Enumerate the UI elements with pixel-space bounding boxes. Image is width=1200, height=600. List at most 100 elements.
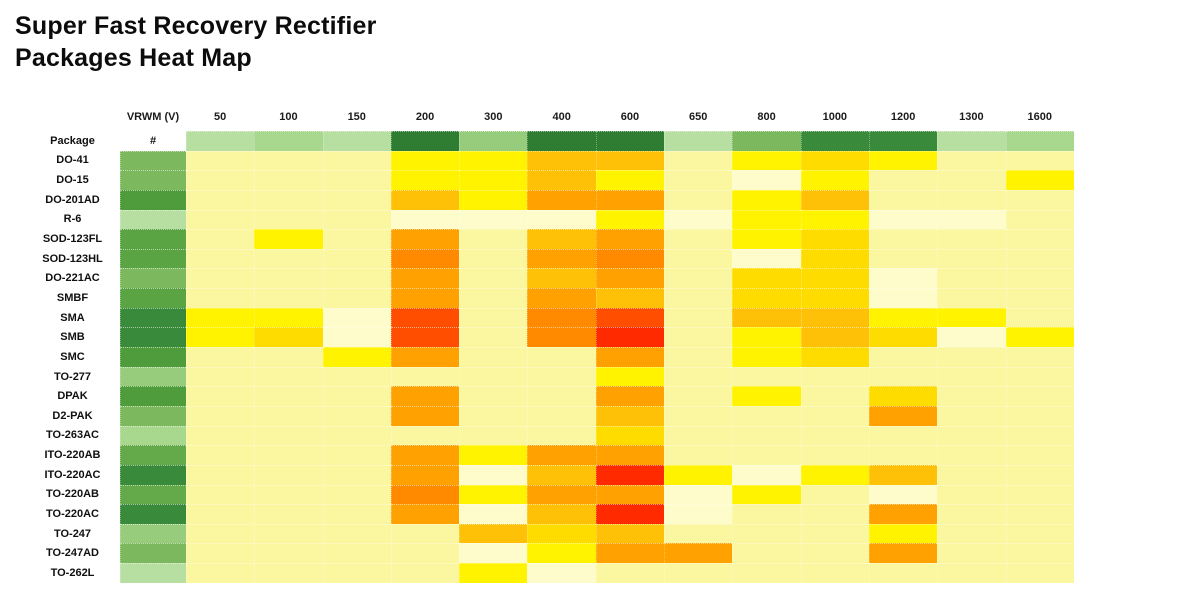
count-cell-to-277 <box>120 366 186 387</box>
heat-cell-to-263ac-650 <box>664 425 733 446</box>
heat-cell-do-221ac-200 <box>390 268 460 289</box>
heat-cell-smc-300 <box>459 347 528 367</box>
heat-cell-to-277-200 <box>390 366 460 387</box>
heat-cell-dpak-50 <box>186 386 255 406</box>
heat-cell-do-221ac-400 <box>527 268 596 289</box>
heat-cell-to-247ad-600 <box>595 543 665 564</box>
heat-cell-to-277-1200 <box>868 366 938 387</box>
heat-cell-to-220ac-1600 <box>1005 504 1074 524</box>
heat-cell-smb-1000 <box>800 327 869 348</box>
heat-cell-do-15-300 <box>459 170 528 190</box>
heat-cell-to-220ab-800 <box>732 484 801 505</box>
heat-cell-to-263ac-300 <box>459 425 528 446</box>
heat-cell-to-247-50 <box>186 523 255 544</box>
heat-cell-dpak-1200 <box>868 386 938 406</box>
heat-cell-to-220ab-650 <box>664 484 733 505</box>
page-title-line-2: Packages Heat Map <box>15 44 252 72</box>
column-header-100: 100 <box>254 103 323 131</box>
column-header-400: 400 <box>527 103 596 131</box>
count-cell-sma <box>120 307 186 328</box>
heat-cell-d2-pak-50 <box>186 405 255 426</box>
heat-cell-to-263ac-1200 <box>868 425 938 446</box>
row-label-d2-pak: D2-PAK <box>15 405 120 426</box>
heat-cell-ito-220ab-50 <box>186 445 255 465</box>
heat-cell-to-247-1000 <box>800 523 869 544</box>
heat-cell-do-221ac-1000 <box>800 268 869 289</box>
heat-cell-r-6-1200 <box>868 209 938 230</box>
count-cell-to-220ac <box>120 504 186 524</box>
heat-cell-smbf-200 <box>390 288 460 308</box>
heat-cell-dpak-100 <box>254 386 323 406</box>
heat-cell-dpak-800 <box>732 386 801 406</box>
heat-cell-sod-123fl-800 <box>732 229 801 249</box>
heat-cell-sod-123fl-1200 <box>868 229 938 249</box>
heat-cell-do-221ac-650 <box>664 268 733 289</box>
heat-cell-to-277-650 <box>664 366 733 387</box>
heat-cell-sod-123hl-1300 <box>937 248 1006 269</box>
heat-cell-dpak-300 <box>459 386 528 406</box>
heat-cell-do-41-150 <box>322 150 391 171</box>
heat-cell-do-201ad-800 <box>732 189 801 210</box>
count-cell-smbf <box>120 288 186 308</box>
heat-cell-ito-220ab-400 <box>527 445 596 465</box>
heat-cell-ito-220ac-400 <box>527 464 596 485</box>
row-label-do-41: DO-41 <box>15 150 120 171</box>
heat-cell-do-15-100 <box>254 170 323 190</box>
row-label-dpak: DPAK <box>15 386 120 406</box>
heat-cell-do-15-150 <box>322 170 391 190</box>
heat-cell-do-41-300 <box>459 150 528 171</box>
row-label-to-277: TO-277 <box>15 366 120 387</box>
heat-cell-do-201ad-1000 <box>800 189 869 210</box>
heat-cell-do-221ac-600 <box>595 268 665 289</box>
column-header-650: 650 <box>664 103 733 131</box>
heat-cell-to-263ac-1000 <box>800 425 869 446</box>
heat-cell-to-277-1300 <box>937 366 1006 387</box>
heat-cell-do-15-1600 <box>1005 170 1074 190</box>
heat-cell-to-263ac-400 <box>527 425 596 446</box>
row-label-to-220ac: TO-220AC <box>15 504 120 524</box>
heat-cell-r-6-650 <box>664 209 733 230</box>
row-label-to-220ab: TO-220AB <box>15 484 120 505</box>
heat-cell-to-220ab-1000 <box>800 484 869 505</box>
heat-cell-r-6-300 <box>459 209 528 230</box>
heat-cell-smbf-650 <box>664 288 733 308</box>
heat-cell-r-6-150 <box>322 209 391 230</box>
heat-cell-do-41-800 <box>732 150 801 171</box>
column-header-50: 50 <box>186 103 255 131</box>
heat-cell-sod-123fl-300 <box>459 229 528 249</box>
heat-cell-to-262l-1600 <box>1005 563 1074 583</box>
package-row-shade-100 <box>254 131 323 151</box>
heat-cell-ito-220ab-200 <box>390 445 460 465</box>
heat-cell-sod-123hl-200 <box>390 248 460 269</box>
count-cell-d2-pak <box>120 405 186 426</box>
heat-cell-to-277-150 <box>322 366 391 387</box>
heatmap-grid: VRWM (V) 50 100 150 200 300 400 600 650 800 1000 12… <box>15 103 1074 583</box>
count-cell-do-41 <box>120 150 186 171</box>
heat-cell-do-41-1600 <box>1005 150 1074 171</box>
heat-cell-to-263ac-600 <box>595 425 665 446</box>
count-cell-sod-123hl <box>120 248 186 269</box>
column-header-1600: 1600 <box>1005 103 1074 131</box>
count-cell-do-201ad <box>120 189 186 210</box>
heat-cell-to-220ab-600 <box>595 484 665 505</box>
heat-cell-do-201ad-400 <box>527 189 596 210</box>
heat-cell-do-221ac-800 <box>732 268 801 289</box>
heat-cell-smbf-600 <box>595 288 665 308</box>
heat-cell-do-41-200 <box>390 150 460 171</box>
heat-cell-to-220ac-200 <box>390 504 460 524</box>
heat-cell-ito-220ab-800 <box>732 445 801 465</box>
row-label-package: Package <box>15 131 120 151</box>
count-cell-ito-220ac <box>120 464 186 485</box>
heat-cell-d2-pak-650 <box>664 405 733 426</box>
heat-cell-to-262l-1000 <box>800 563 869 583</box>
count-cell-to-247ad <box>120 543 186 564</box>
heat-cell-sod-123hl-300 <box>459 248 528 269</box>
heat-cell-smc-650 <box>664 347 733 367</box>
heat-cell-sod-123hl-50 <box>186 248 255 269</box>
heat-cell-do-15-800 <box>732 170 801 190</box>
heat-cell-to-220ac-600 <box>595 504 665 524</box>
heat-cell-ito-220ac-150 <box>322 464 391 485</box>
heat-cell-sma-1200 <box>868 307 938 328</box>
heat-cell-smc-50 <box>186 347 255 367</box>
